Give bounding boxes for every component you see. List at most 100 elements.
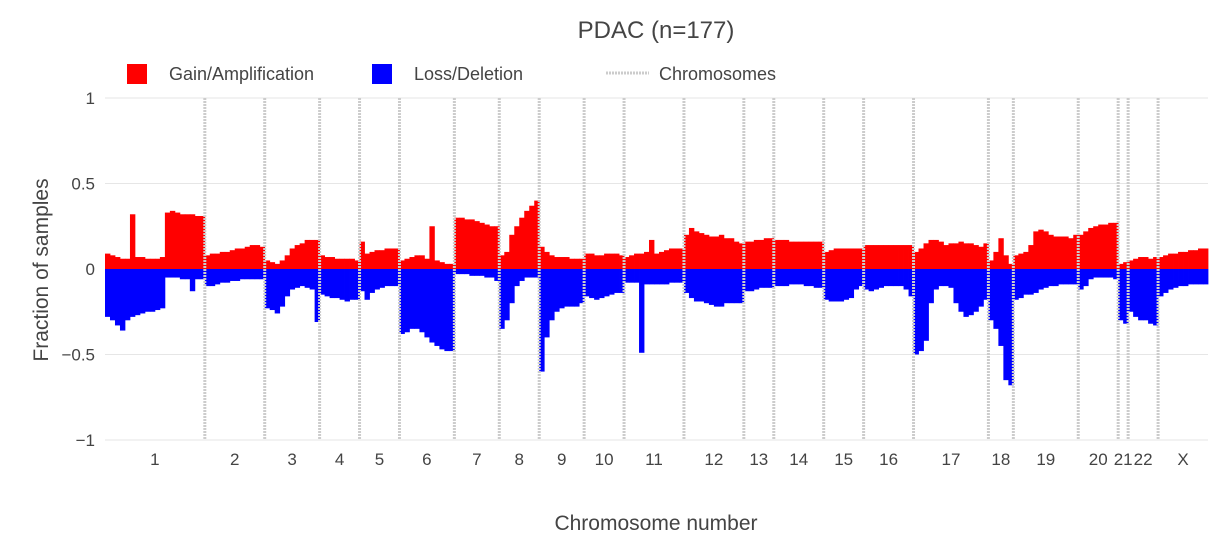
loss-bar [918, 269, 924, 352]
gain-bar [439, 262, 445, 269]
loss-bar [1033, 269, 1039, 293]
gain-bar [194, 215, 201, 269]
loss-bar [499, 269, 505, 329]
gain-bar [529, 205, 535, 269]
gain-bar [1088, 227, 1094, 269]
gain-bar [269, 262, 276, 269]
loss-bar [1158, 269, 1164, 297]
loss-bar [369, 269, 375, 293]
loss-bar [469, 269, 475, 276]
y-tick-label: 0.5 [71, 175, 95, 194]
gain-bar [105, 253, 111, 269]
gain-bar [1068, 238, 1074, 269]
gain-bar [1048, 234, 1054, 269]
gain-bar [254, 245, 261, 269]
loss-bar [838, 269, 845, 302]
loss-bar [773, 269, 780, 287]
gain-bar [758, 239, 765, 269]
gain-bar [973, 245, 979, 269]
gain-bar [1093, 226, 1099, 269]
gain-bar [174, 212, 181, 269]
gain-bar [1063, 236, 1069, 269]
loss-bar [584, 269, 590, 297]
gain-bar [654, 253, 660, 269]
gain-bar [1138, 257, 1144, 269]
loss-bar [808, 269, 815, 287]
gain-bar [933, 239, 939, 269]
x-tick-label: 18 [991, 450, 1010, 469]
loss-bar [1018, 269, 1024, 299]
chart-title: PDAC (n=177) [578, 17, 735, 44]
gain-bar [114, 257, 121, 269]
gain-bar [609, 253, 615, 269]
loss-bar [1038, 269, 1044, 290]
loss-bar [853, 269, 860, 290]
loss-bar [1133, 269, 1139, 317]
loss-bar [239, 269, 246, 280]
loss-bar [594, 269, 600, 300]
loss-bar [284, 269, 291, 297]
loss-bar [683, 269, 690, 293]
gain-bar [244, 246, 251, 269]
gain-bar [344, 258, 350, 269]
loss-bar [269, 269, 276, 311]
gain-bar [619, 255, 625, 269]
loss-bar [324, 269, 330, 297]
x-tick-label: 17 [942, 450, 961, 469]
loss-bar [1183, 269, 1189, 287]
gain-bar [419, 255, 425, 269]
x-tick-label: 9 [557, 450, 566, 469]
loss-bar [534, 269, 540, 278]
loss-bar [748, 269, 755, 292]
gain-bar [823, 251, 830, 269]
loss-bar [144, 269, 151, 312]
loss-bar [504, 269, 510, 321]
loss-bar [454, 269, 460, 275]
gain-bar [519, 217, 525, 269]
loss-bar [843, 269, 850, 300]
loss-bar [634, 269, 640, 283]
legend[interactable]: Gain/Amplification Loss/Deletion Chromos… [127, 64, 776, 84]
gain-bar [479, 222, 485, 269]
gain-bar [319, 255, 326, 269]
loss-bar [993, 269, 999, 329]
gain-bar [364, 253, 370, 269]
loss-bar [968, 269, 974, 316]
gain-bar [1188, 250, 1194, 269]
x-tick-label: 12 [704, 450, 723, 469]
gain-bar [718, 234, 725, 269]
loss-bar [444, 269, 450, 352]
loss-bar [259, 269, 266, 280]
gain-bar [1118, 263, 1124, 269]
gain-bar [1108, 222, 1114, 269]
gain-bar [334, 258, 340, 269]
gain-bar [1058, 236, 1064, 269]
gain-bar [743, 241, 750, 269]
loss-bar [414, 269, 420, 329]
gain-bar [339, 258, 345, 269]
gain-bar [918, 248, 924, 269]
loss-bar [1163, 269, 1169, 293]
loss-bar [798, 269, 805, 285]
gain-bar [1038, 229, 1044, 269]
x-tick-label: 8 [515, 450, 524, 469]
gain-bar [693, 231, 700, 269]
loss-bar [264, 269, 271, 309]
loss-bar [539, 269, 545, 372]
gain-bar [469, 219, 475, 269]
loss-bar [1108, 269, 1114, 278]
loss-bar [569, 269, 575, 307]
gain-bar [723, 238, 730, 269]
gain-bar [509, 234, 515, 269]
gain-bar [409, 257, 415, 269]
loss-bar [154, 269, 161, 311]
loss-bar [668, 269, 675, 283]
gain-bar [658, 251, 665, 269]
gain-bar [878, 245, 884, 269]
gain-bar [134, 257, 141, 269]
loss-bar [903, 269, 909, 290]
gain-bar [129, 214, 136, 269]
loss-bar [883, 269, 889, 287]
loss-bar [524, 269, 530, 278]
